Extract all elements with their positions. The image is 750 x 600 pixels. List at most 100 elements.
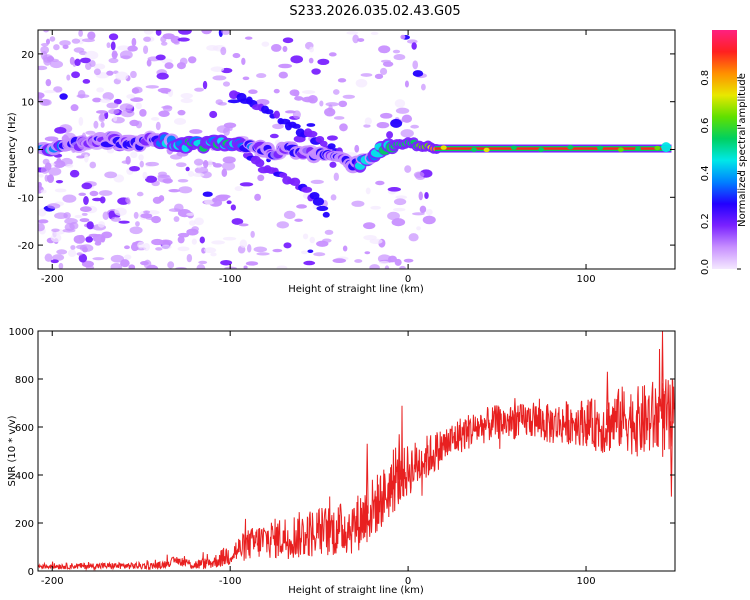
snr-x-axis-label: Height of straight line (km) bbox=[288, 585, 424, 596]
noise-blob bbox=[395, 107, 410, 114]
noise-blob bbox=[351, 200, 365, 207]
noise-blob bbox=[155, 247, 163, 251]
noise-blob bbox=[412, 60, 419, 70]
noise-blob bbox=[255, 98, 270, 106]
noise-blob bbox=[168, 208, 182, 212]
noise-blob bbox=[374, 73, 384, 79]
noise-blob bbox=[390, 118, 403, 128]
snr-y-tick-label: 200 bbox=[15, 519, 34, 530]
noise-blob bbox=[65, 163, 74, 168]
noise-blob bbox=[194, 166, 209, 175]
noise-blob bbox=[357, 38, 365, 42]
noise-blob bbox=[76, 252, 83, 256]
noise-blob bbox=[199, 236, 205, 244]
noise-blob bbox=[387, 211, 400, 221]
noise-blob bbox=[110, 216, 122, 222]
noise-blob bbox=[44, 174, 49, 182]
noise-blob bbox=[160, 36, 167, 43]
noise-blob bbox=[422, 215, 436, 225]
noise-blob bbox=[78, 253, 88, 263]
colorbar-tick-label: 0.0 bbox=[700, 259, 711, 275]
noise-blob bbox=[326, 135, 338, 141]
noise-blob bbox=[301, 90, 316, 94]
noise-blob bbox=[269, 133, 279, 139]
noise-blob bbox=[108, 57, 119, 64]
noise-blob bbox=[44, 162, 52, 171]
noise-blob bbox=[332, 258, 347, 264]
noise-blob bbox=[40, 189, 47, 194]
noise-blob bbox=[89, 190, 99, 197]
noise-blob bbox=[411, 42, 417, 50]
noise-blob bbox=[54, 188, 67, 193]
noise-blob bbox=[85, 236, 93, 243]
noise-blob bbox=[400, 34, 406, 40]
noise-blob bbox=[54, 212, 68, 219]
noise-blob bbox=[139, 160, 144, 168]
noise-blob bbox=[173, 118, 187, 125]
spectrogram-y-tick-label: -10 bbox=[18, 193, 34, 204]
noise-blob bbox=[239, 239, 248, 248]
noise-blob bbox=[38, 95, 43, 102]
noise-blob bbox=[342, 245, 348, 252]
noise-blob bbox=[401, 114, 413, 123]
noise-blob bbox=[139, 108, 147, 117]
spectrogram-y-tick-label: 10 bbox=[21, 98, 34, 109]
noise-blob bbox=[102, 92, 114, 101]
noise-blob bbox=[155, 121, 161, 131]
noise-blob bbox=[143, 45, 149, 54]
noise-blob bbox=[210, 66, 225, 72]
noise-blob bbox=[378, 260, 390, 264]
noise-blob bbox=[243, 265, 248, 269]
noise-blob bbox=[146, 59, 152, 67]
noise-blob bbox=[369, 264, 380, 269]
colorbar-gradient bbox=[712, 30, 737, 269]
noise-blob bbox=[119, 103, 133, 112]
noise-blob bbox=[146, 210, 160, 215]
noise-blob bbox=[276, 221, 290, 229]
steady-line-core bbox=[434, 147, 672, 150]
noise-blob bbox=[306, 123, 316, 127]
noise-blob bbox=[392, 49, 401, 54]
noise-blob bbox=[223, 122, 237, 129]
noise-blob bbox=[92, 257, 105, 261]
noise-blob bbox=[130, 97, 144, 102]
upper-branch-blob bbox=[291, 123, 301, 129]
noise-blob bbox=[424, 192, 429, 200]
noise-blob bbox=[302, 233, 309, 240]
noise-blob bbox=[416, 226, 421, 231]
noise-blob bbox=[98, 190, 113, 196]
noise-blob bbox=[198, 260, 208, 265]
noise-blob bbox=[70, 245, 76, 250]
noise-blob bbox=[333, 116, 345, 120]
noise-blob bbox=[128, 264, 136, 269]
noise-blob bbox=[332, 89, 340, 95]
noise-blob bbox=[115, 71, 129, 81]
noise-blob bbox=[145, 175, 158, 183]
noise-blob bbox=[425, 208, 433, 216]
noise-blob bbox=[380, 112, 393, 119]
noise-blob bbox=[47, 203, 61, 209]
noise-blob bbox=[155, 54, 166, 61]
noise-blob bbox=[257, 174, 265, 182]
noise-blob bbox=[98, 114, 106, 123]
snr-y-tick-label: 0 bbox=[28, 567, 34, 578]
noise-blob bbox=[44, 89, 56, 94]
steady-line-blob bbox=[483, 147, 490, 153]
noise-blob bbox=[81, 212, 88, 216]
noise-blob bbox=[364, 251, 371, 255]
noise-blob bbox=[155, 30, 162, 36]
noise-blob bbox=[124, 245, 130, 250]
noise-blob bbox=[162, 105, 173, 112]
noise-blob bbox=[102, 211, 109, 220]
noise-blob bbox=[363, 235, 377, 241]
noise-blob bbox=[187, 171, 195, 177]
noise-blob bbox=[86, 221, 94, 230]
snr-spike bbox=[669, 421, 673, 497]
noise-blob bbox=[283, 242, 292, 249]
snr-spike bbox=[661, 331, 664, 419]
noise-blob bbox=[352, 34, 359, 44]
noise-blob bbox=[69, 56, 75, 65]
noise-blob bbox=[44, 136, 59, 142]
noise-blob bbox=[189, 129, 203, 134]
noise-blob bbox=[111, 50, 118, 60]
